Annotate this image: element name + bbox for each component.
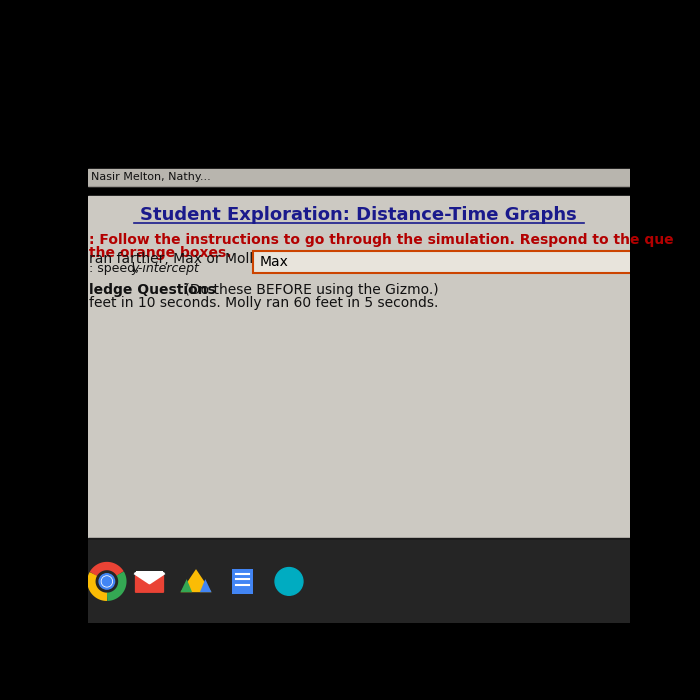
Bar bbox=[88, 540, 630, 623]
Polygon shape bbox=[136, 575, 163, 592]
FancyBboxPatch shape bbox=[232, 569, 253, 594]
Text: ran farther, Max or Molly?: ran farther, Max or Molly? bbox=[89, 253, 269, 267]
Text: Nasir Melton, Nathy...: Nasir Melton, Nathy... bbox=[92, 172, 211, 182]
Text: y-intercept: y-intercept bbox=[132, 262, 199, 275]
Circle shape bbox=[99, 574, 115, 589]
Bar bbox=[253, 251, 633, 272]
Bar bbox=[88, 538, 630, 623]
Polygon shape bbox=[200, 579, 211, 592]
Text: Student Exploration: Distance-Time Graphs: Student Exploration: Distance-Time Graph… bbox=[141, 206, 577, 224]
Text: (Do these BEFORE using the Gizmo.): (Do these BEFORE using the Gizmo.) bbox=[181, 284, 439, 298]
Text: feet in 10 seconds. Molly ran 60 feet in 5 seconds.: feet in 10 seconds. Molly ran 60 feet in… bbox=[89, 295, 438, 309]
Polygon shape bbox=[181, 579, 192, 592]
Circle shape bbox=[102, 577, 111, 586]
Bar bbox=[88, 195, 630, 538]
Text: ledge Questions: ledge Questions bbox=[89, 284, 216, 298]
Text: : Follow the instructions to go through the simulation. Respond to the que: : Follow the instructions to go through … bbox=[89, 232, 673, 246]
Bar bbox=[88, 169, 630, 186]
Circle shape bbox=[102, 576, 112, 587]
Text: Max: Max bbox=[260, 255, 288, 269]
FancyBboxPatch shape bbox=[136, 570, 163, 592]
Text: the orange boxes.: the orange boxes. bbox=[89, 246, 232, 260]
Circle shape bbox=[275, 568, 303, 595]
Polygon shape bbox=[181, 569, 211, 592]
Text: : speed,: : speed, bbox=[89, 262, 144, 275]
Bar bbox=[88, 84, 630, 195]
